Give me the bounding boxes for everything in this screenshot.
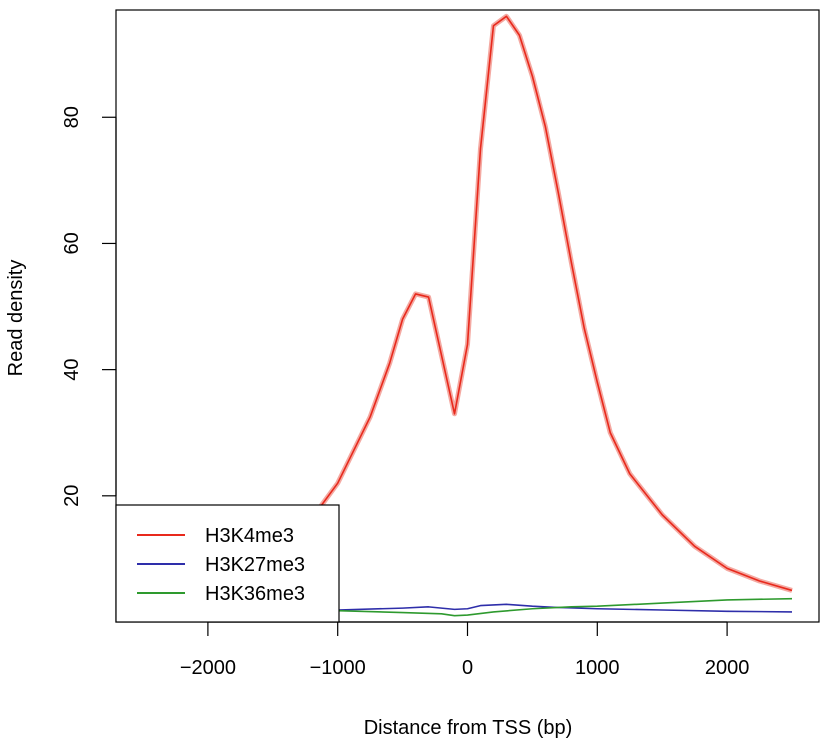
- x-axis-title: Distance from TSS (bp): [364, 717, 573, 739]
- legend: H3K4me3 H3K27me3 H3K36me3: [115, 504, 340, 623]
- y-tick-label: 60: [61, 232, 83, 254]
- y-axis-title: Read density: [5, 260, 27, 377]
- x-tick-label: −2000: [180, 657, 236, 679]
- x-tick-label: 1000: [575, 657, 620, 679]
- y-tick-label: 80: [61, 106, 83, 128]
- y-axis: 20 40 60 80: [61, 106, 117, 507]
- legend-label-h3k4me3: H3K4me3: [205, 525, 294, 547]
- y-tick-label: 20: [61, 485, 83, 507]
- y-tick-label: 40: [61, 358, 83, 380]
- x-tick-label: 0: [462, 657, 473, 679]
- series-line-h3k4me3: [142, 15, 793, 595]
- legend-label-h3k27me3: H3K27me3: [205, 554, 305, 576]
- x-tick-label: −1000: [310, 657, 366, 679]
- legend-label-h3k36me3: H3K36me3: [205, 583, 305, 605]
- x-tick-label: 2000: [705, 657, 750, 679]
- x-axis: −2000 −1000 0 1000 2000: [180, 621, 750, 679]
